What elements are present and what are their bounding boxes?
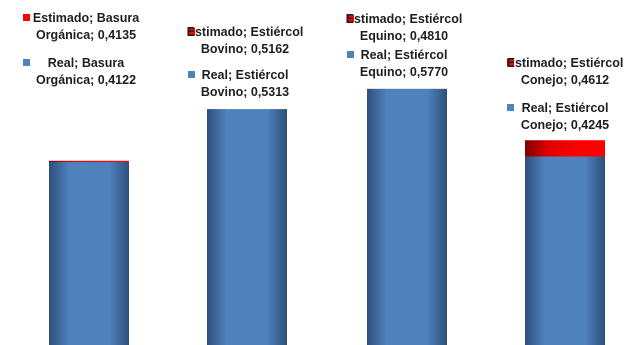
real-label-estiercol-equino-line1: Real; Estiércol — [361, 48, 448, 62]
estimated-label-estiercol-bovino-line2: Bovino; 0,5162 — [201, 42, 289, 56]
real-label-basura-organica-line2: Orgánica; 0,4122 — [36, 73, 136, 87]
estimated-label-estiercol-conejo-line1: Estimado; Estiércol — [507, 56, 624, 70]
real-label-estiercol-conejo-line1: Real; Estiércol — [522, 101, 609, 115]
estimated-label-estiercol-equino-line1: Estimado; Estiércol — [346, 12, 463, 26]
bar-real-estiercol-bovino — [207, 109, 287, 345]
estimated-label-estiercol-conejo-line2: Conejo; 0,4612 — [521, 73, 609, 87]
estimated-label-basura-organica-line2: Orgánica; 0,4135 — [36, 28, 136, 42]
chart-data-labels: Estimado; Basura Orgánica; 0,4135 Real; Ba… — [23, 11, 623, 132]
estimated-label-basura-organica-line1: Estimado; Basura — [33, 11, 140, 25]
real-marker-estiercol-bovino — [188, 71, 195, 78]
bar-real-basura-organica — [49, 161, 129, 345]
bar-estimated-estiercol-conejo — [525, 140, 605, 157]
real-label-estiercol-bovino-line1: Real; Estiércol — [202, 68, 289, 82]
estimated-label-estiercol-bovino-line1: Estimado; Estiércol — [187, 25, 304, 39]
estimated-marker-estiercol-conejo — [507, 59, 514, 66]
estimated-marker-estiercol-bovino — [188, 28, 195, 35]
chart-bars — [49, 88, 605, 345]
estimated-marker-basura-organica — [23, 14, 30, 21]
real-marker-estiercol-equino — [347, 51, 354, 58]
estimated-marker-estiercol-equino — [347, 15, 354, 22]
real-label-estiercol-equino-line2: Equino; 0,5770 — [360, 65, 448, 79]
real-marker-basura-organica — [23, 59, 30, 66]
real-label-basura-organica-line1: Real; Basura — [48, 56, 125, 70]
real-label-estiercol-conejo-line2: Conejo; 0,4245 — [521, 118, 609, 132]
estimated-label-estiercol-equino-line2: Equino; 0,4810 — [360, 29, 448, 43]
real-marker-estiercol-conejo — [507, 104, 514, 111]
bar-estimated-basura-organica — [49, 160, 129, 162]
real-label-estiercol-bovino-line2: Bovino; 0,5313 — [201, 85, 289, 99]
bar-real-estiercol-equino — [367, 88, 447, 345]
bar-real-estiercol-conejo — [525, 156, 605, 345]
